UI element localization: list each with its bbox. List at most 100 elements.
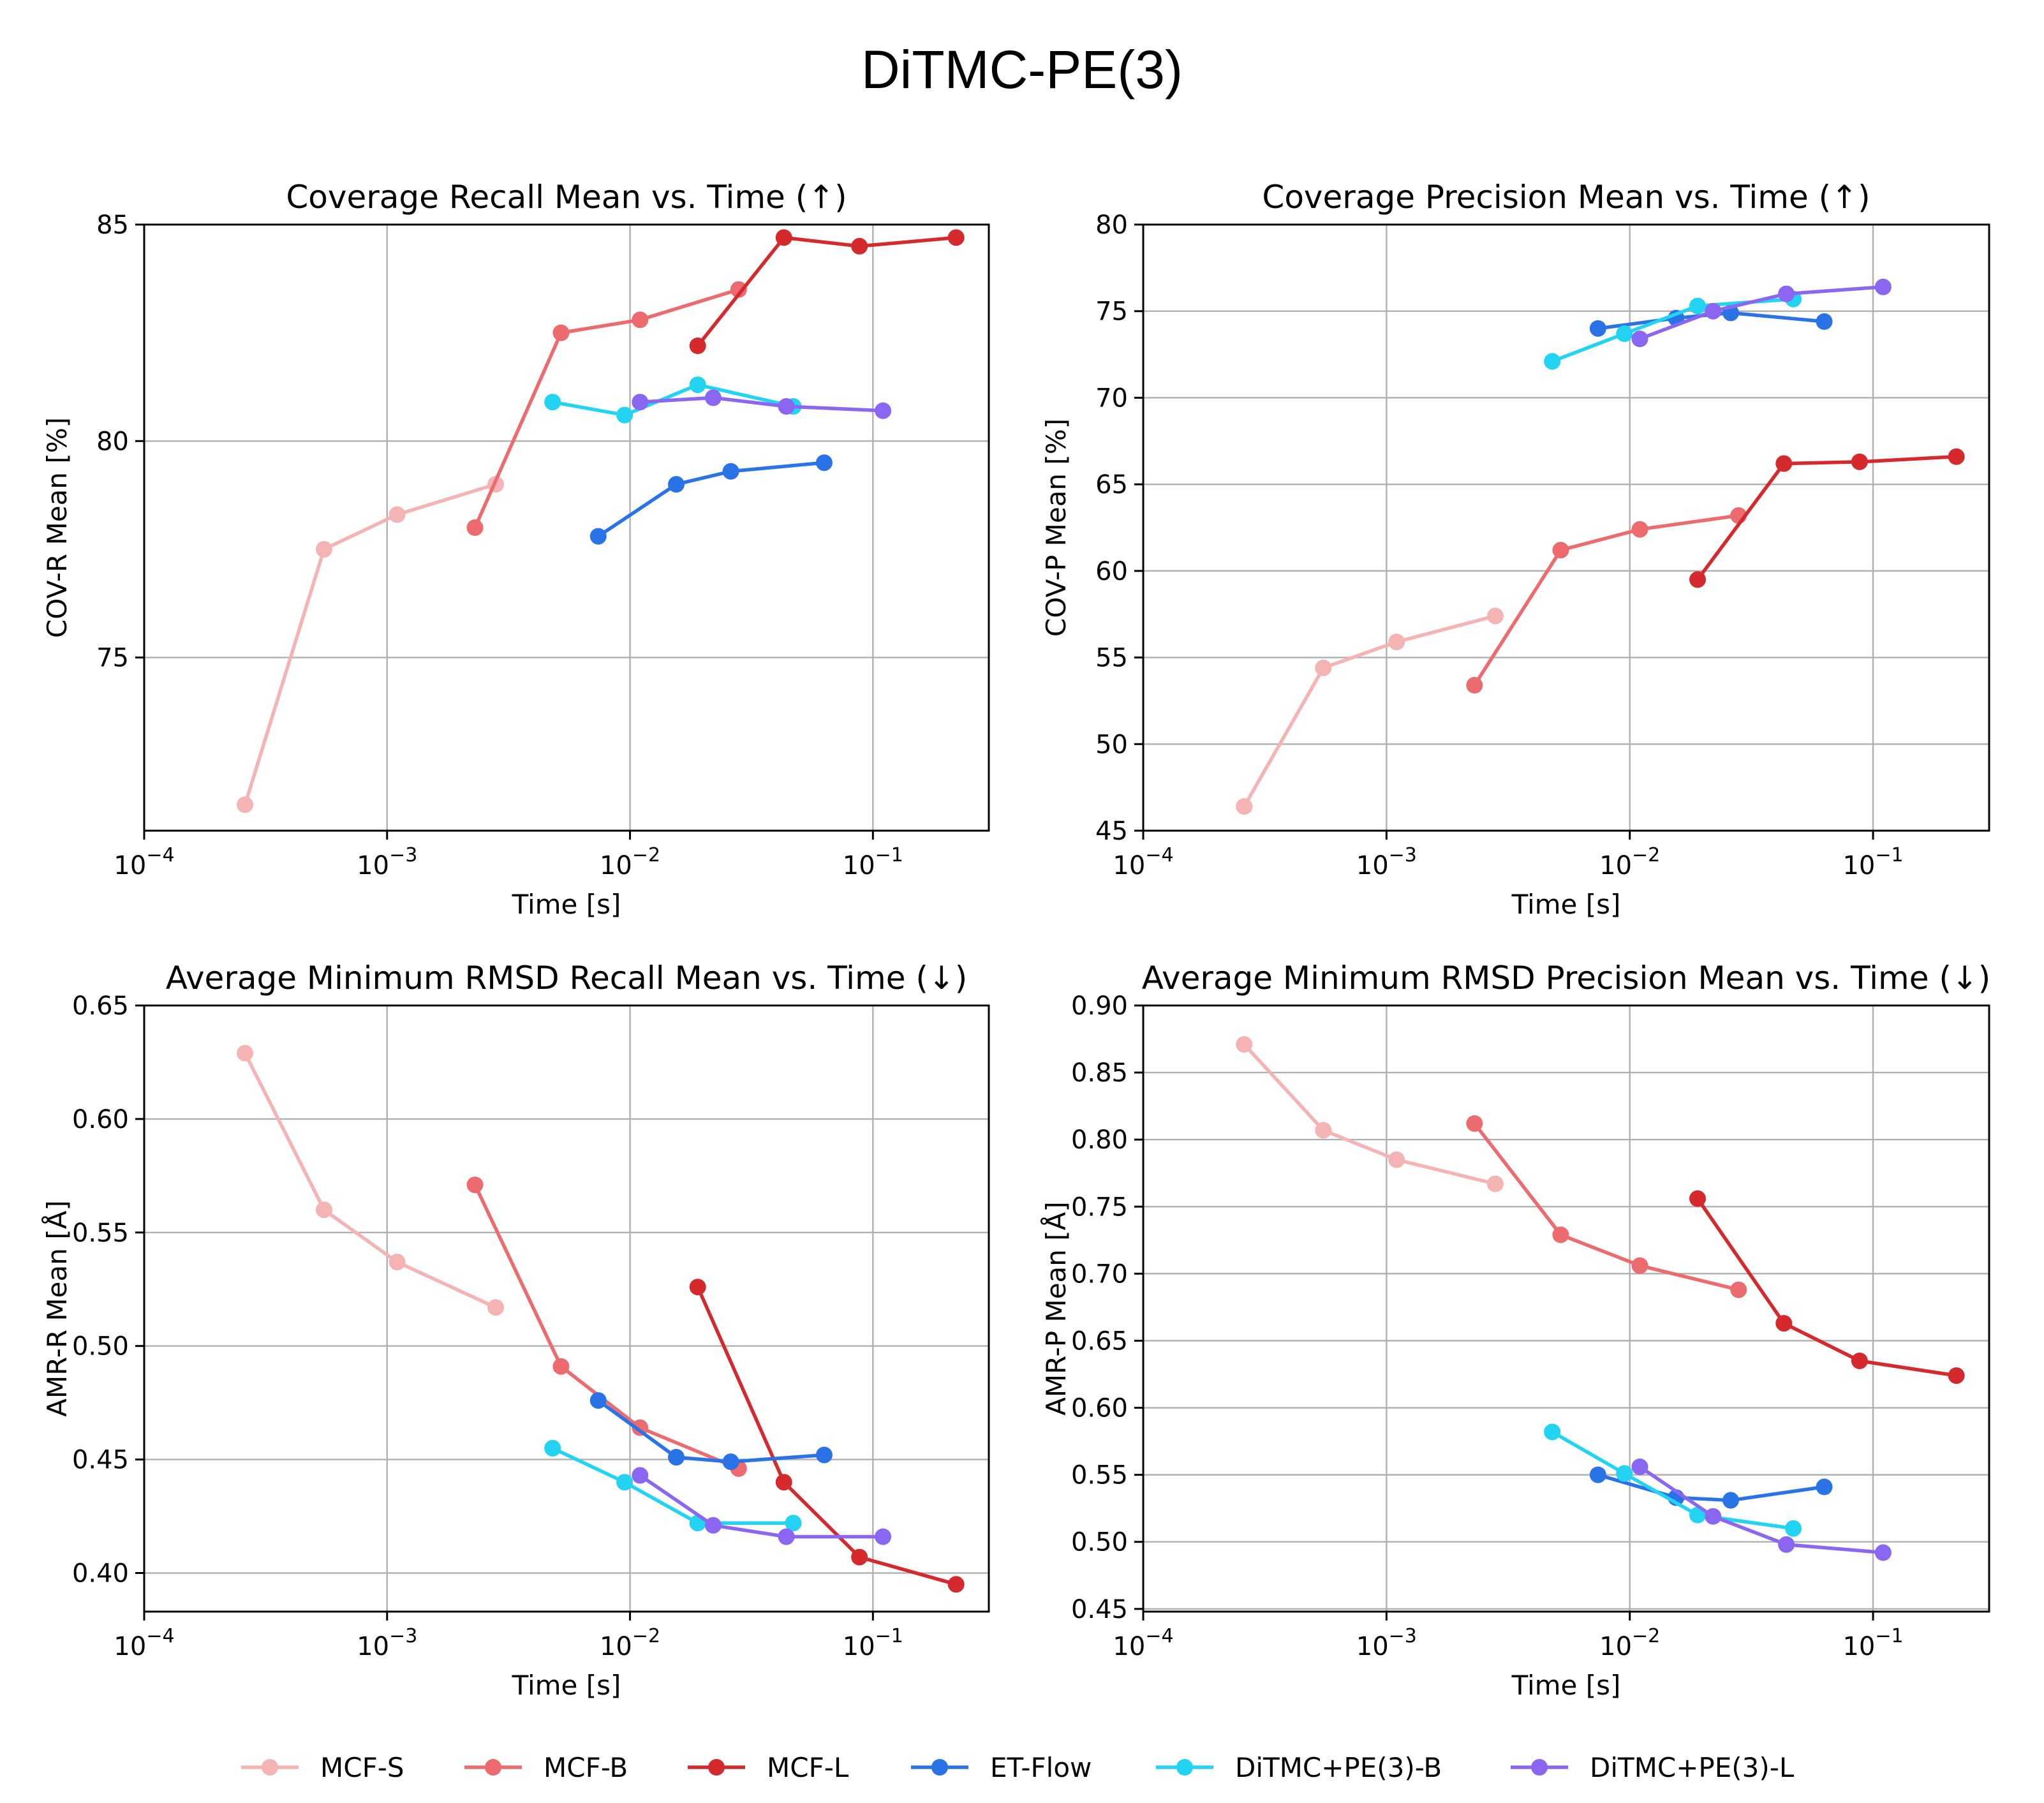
- x-tick-label: 10−3: [357, 844, 417, 880]
- data-point: [875, 402, 892, 419]
- data-point: [1816, 313, 1833, 330]
- data-point: [815, 454, 833, 471]
- chart-panels: 10−4 10−3 10−2 10−1 75 80 85 Coverage Recall Me…: [41, 179, 1990, 1701]
- legend-label: DiTMC+PE(3)-L: [1590, 1752, 1795, 1783]
- data-point: [815, 1446, 833, 1464]
- data-point: [1315, 1122, 1332, 1139]
- series-ditmc-pe-3-l: [632, 1467, 892, 1545]
- axes-frame: [143, 1004, 990, 1613]
- data-point: [704, 389, 722, 406]
- series-line: [1551, 1430, 1794, 1531]
- data-point: [1315, 659, 1332, 676]
- x-axis-label: Time [s]: [1511, 889, 1621, 920]
- data-point: [1816, 1478, 1833, 1495]
- y-tick-label: 50: [1095, 730, 1128, 759]
- data-point: [1631, 1257, 1648, 1274]
- y-tick-label: 65: [1095, 470, 1128, 500]
- series-ditmc-pe-3-b: [544, 1439, 802, 1532]
- data-point: [775, 1474, 792, 1491]
- legend-marker: [485, 1759, 501, 1776]
- data-point: [947, 1576, 965, 1593]
- data-point: [1544, 1423, 1561, 1441]
- y-tick-label: 80: [1095, 211, 1128, 240]
- chart-title: Average Minimum RMSD Precision Mean vs. …: [1142, 960, 1991, 997]
- series-line: [1243, 1043, 1496, 1186]
- y-tick-label: 0.80: [1071, 1125, 1128, 1155]
- series-line: [1597, 1473, 1825, 1502]
- y-tick-label: 0.55: [72, 1219, 129, 1248]
- x-tick-label: 10−1: [1842, 844, 1903, 880]
- series-mcf-b: [1466, 1115, 1747, 1298]
- x-tick-label: 10−1: [843, 844, 903, 880]
- data-point: [1948, 448, 1965, 465]
- data-point: [851, 237, 868, 255]
- x-tick-label: 10−1: [843, 1625, 903, 1661]
- series-line: [597, 1399, 825, 1464]
- data-point: [1544, 353, 1561, 370]
- data-point: [1466, 1115, 1483, 1132]
- x-tick-label: 10−1: [1842, 1625, 1903, 1661]
- series-line: [243, 482, 496, 806]
- series-line: [1472, 514, 1739, 686]
- data-point: [487, 1299, 505, 1316]
- y-tick-label: 75: [1095, 297, 1128, 327]
- y-tick-label: 80: [96, 427, 129, 456]
- data-point: [689, 338, 706, 354]
- y-tick-label: 0.50: [1071, 1528, 1128, 1557]
- chart-panel-2: 10−4 10−3 10−2 10−1 45 50 55 60 65 70 75 80 Coverage…: [1041, 179, 1990, 920]
- series-mcf-s: [1236, 607, 1504, 815]
- data-point: [875, 1528, 892, 1545]
- legend-marker: [262, 1759, 278, 1776]
- legend-marker: [1531, 1759, 1548, 1776]
- y-tick-label: 0.45: [1071, 1595, 1128, 1624]
- data-point: [1689, 1506, 1707, 1524]
- series-ditmc-pe-3-l: [632, 389, 892, 419]
- x-tick-label: 10−3: [357, 1625, 417, 1661]
- data-point: [315, 540, 332, 558]
- data-point: [775, 229, 792, 246]
- data-point: [1631, 1458, 1648, 1476]
- y-tick-label: 0.65: [72, 991, 129, 1021]
- legend: MCF-S MCF-B MCF-L ET-Flow DiTMC+PE(3)-B DiTMC…: [241, 1752, 1795, 1783]
- data-point: [1616, 1465, 1633, 1482]
- x-tick-label: 10−2: [1599, 844, 1660, 880]
- data-point: [1589, 1466, 1606, 1483]
- y-tick-label: 0.70: [1071, 1259, 1128, 1289]
- x-axis-label: Time [s]: [512, 1670, 621, 1701]
- legend-entry-mcf-s: MCF-S: [241, 1752, 404, 1783]
- x-axis-label: Time [s]: [512, 889, 621, 920]
- data-point: [1631, 330, 1648, 348]
- data-point: [1552, 542, 1569, 559]
- y-axis-label: COV-P Mean [%]: [1041, 419, 1072, 637]
- y-tick-label: 0.45: [72, 1446, 129, 1475]
- legend-marker: [931, 1759, 948, 1776]
- legend-label: MCF-L: [767, 1752, 849, 1783]
- data-point: [1785, 1520, 1802, 1537]
- chart-panel-4: 10−4 10−3 10−2 10−1 0.45 0.50 0.55 0.60 0.65 0.70…: [1040, 960, 1990, 1701]
- chart-panel-3: 10−4 10−3 10−2 10−1 0.40 0.45 0.50 0.55 0.60 0.65…: [41, 960, 990, 1701]
- x-tick-label: 10−3: [1356, 844, 1417, 880]
- data-point: [1851, 453, 1868, 470]
- y-tick-label: 0.40: [72, 1559, 129, 1589]
- x-tick-label: 10−2: [600, 1625, 660, 1661]
- y-tick-label: 0.75: [1071, 1192, 1128, 1222]
- series-line: [1552, 297, 1794, 363]
- data-point: [1775, 455, 1793, 472]
- x-tick-label: 10−3: [1356, 1625, 1417, 1661]
- y-tick-label: 45: [1095, 817, 1128, 846]
- series-mcf-b: [1466, 507, 1747, 694]
- series-line: [1473, 1122, 1739, 1292]
- data-point: [552, 1358, 570, 1375]
- x-tick-label: 10−4: [114, 1625, 174, 1661]
- x-tick-label: 10−2: [1599, 1625, 1660, 1661]
- data-point: [1236, 1035, 1253, 1053]
- data-point: [1948, 1367, 1965, 1384]
- y-axis-label: AMR-R Mean [Å]: [41, 1200, 73, 1416]
- series-mcf-l: [1689, 448, 1965, 588]
- y-tick-label: 0.65: [1071, 1326, 1128, 1356]
- legend-label: MCF-S: [320, 1752, 404, 1783]
- legend-entry-ditmc-pe-3-b: DiTMC+PE(3)-B: [1156, 1752, 1442, 1783]
- series-mcf-l: [689, 229, 965, 354]
- data-point: [947, 229, 965, 246]
- series-ditmc-pe-3-b: [1544, 290, 1802, 370]
